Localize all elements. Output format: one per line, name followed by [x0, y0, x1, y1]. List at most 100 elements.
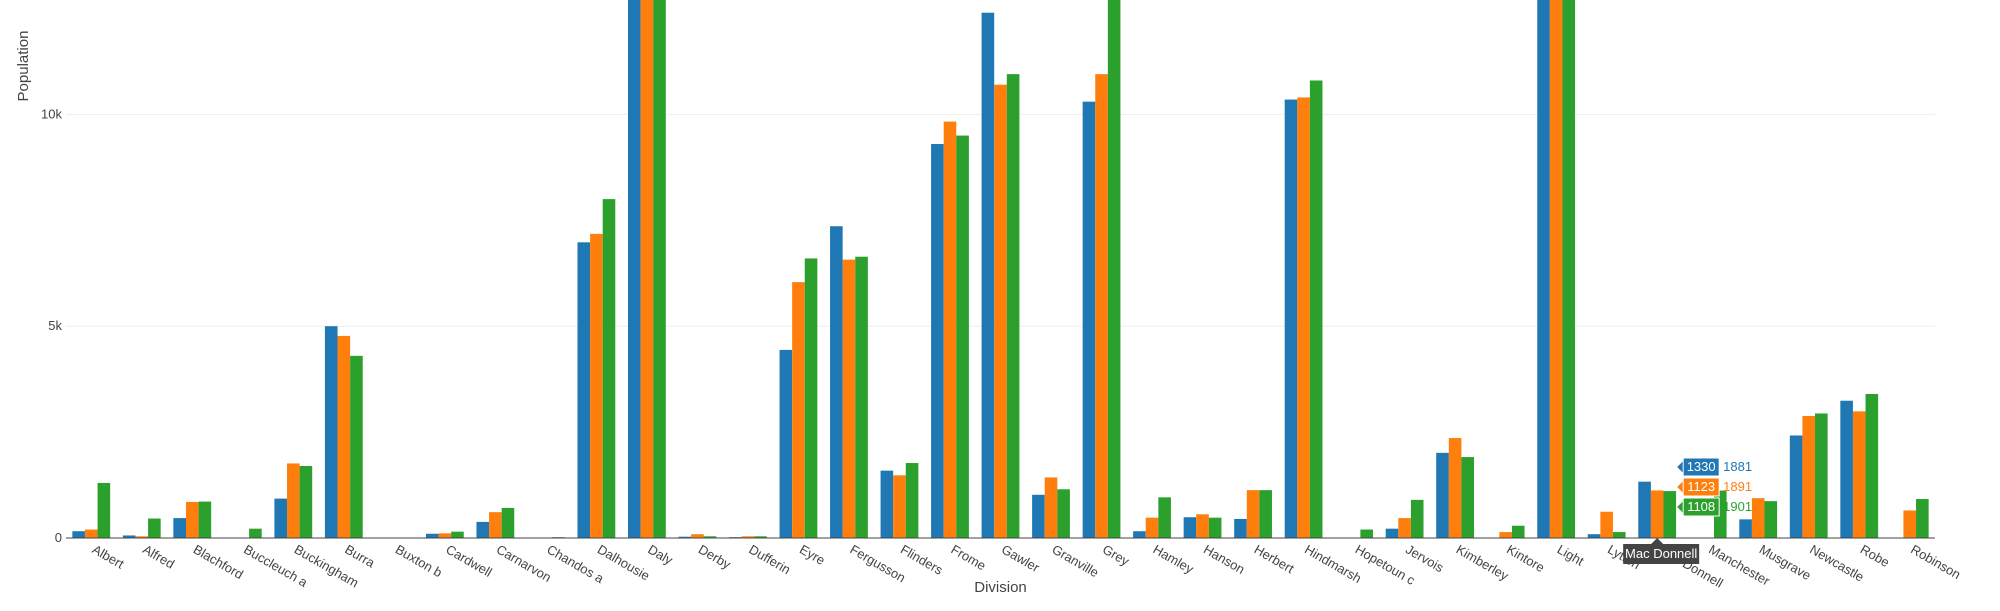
bar[interactable]	[185, 501, 199, 538]
bar[interactable]	[1158, 497, 1171, 538]
bar[interactable]	[350, 355, 363, 538]
bar[interactable]	[1246, 490, 1260, 538]
bar[interactable]	[1802, 416, 1816, 538]
bar[interactable]	[501, 507, 515, 538]
bar[interactable]	[741, 536, 755, 538]
bar[interactable]	[1360, 529, 1373, 538]
bar[interactable]	[931, 144, 944, 538]
bar[interactable]	[981, 12, 995, 538]
bar[interactable]	[905, 463, 919, 538]
bar[interactable]	[842, 259, 856, 538]
bar[interactable]	[880, 470, 894, 538]
bar[interactable]	[754, 536, 767, 538]
bar[interactable]	[1410, 499, 1424, 538]
bar[interactable]	[1663, 491, 1677, 538]
bar[interactable]	[72, 531, 85, 538]
bar[interactable]	[299, 465, 313, 538]
bar[interactable]	[640, 0, 654, 538]
bar[interactable]	[173, 518, 186, 538]
bar[interactable]	[1297, 97, 1310, 539]
bar[interactable]	[1840, 400, 1853, 538]
bar[interactable]	[274, 498, 288, 538]
bar[interactable]	[1650, 490, 1664, 538]
hover-series-name: 1881	[1723, 459, 1752, 474]
bar[interactable]	[1057, 489, 1070, 538]
bar[interactable]	[425, 533, 439, 538]
y-tick-label: 0	[55, 530, 62, 545]
bar[interactable]	[893, 475, 906, 538]
bar[interactable]	[1448, 438, 1462, 538]
bar[interactable]	[1916, 499, 1929, 538]
bar[interactable]	[1638, 481, 1651, 538]
bar[interactable]	[1852, 411, 1866, 538]
bar[interactable]	[337, 335, 351, 538]
bar[interactable]	[779, 349, 793, 538]
bar[interactable]	[1044, 477, 1058, 538]
bar[interactable]	[476, 521, 490, 538]
x-tick-label: Buxton b	[393, 542, 445, 581]
bar[interactable]	[678, 536, 692, 538]
bars[interactable]	[72, 0, 1929, 539]
bar[interactable]	[1511, 525, 1525, 538]
bar[interactable]	[1461, 457, 1475, 538]
bar[interactable]	[691, 534, 704, 538]
bar[interactable]	[602, 199, 616, 538]
bar[interactable]	[653, 0, 666, 538]
bar[interactable]	[1006, 74, 1020, 538]
bar[interactable]	[1385, 528, 1399, 538]
bar[interactable]	[324, 326, 338, 538]
bar[interactable]	[590, 233, 603, 538]
bar[interactable]	[489, 512, 502, 538]
bar[interactable]	[1234, 518, 1247, 538]
bar[interactable]	[1259, 490, 1272, 538]
bar[interactable]	[1903, 510, 1917, 538]
bar[interactable]	[628, 0, 641, 538]
bar[interactable]	[1537, 0, 1550, 538]
bar[interactable]	[792, 282, 805, 538]
bar[interactable]	[994, 84, 1007, 538]
bar[interactable]	[1549, 0, 1563, 538]
bar[interactable]	[855, 256, 868, 538]
bar[interactable]	[1082, 101, 1096, 539]
bar[interactable]	[1815, 413, 1828, 538]
bar[interactable]	[804, 258, 818, 538]
bar[interactable]	[97, 482, 111, 538]
bar[interactable]	[1587, 534, 1601, 538]
bar[interactable]	[1562, 0, 1576, 538]
bar[interactable]	[1309, 80, 1323, 539]
bar[interactable]	[830, 226, 843, 538]
bar[interactable]	[1032, 494, 1045, 538]
hover-category-pointer	[1651, 538, 1664, 544]
bar[interactable]	[1499, 532, 1512, 538]
bar[interactable]	[1612, 532, 1626, 538]
bar[interactable]	[438, 533, 452, 538]
bar[interactable]	[135, 536, 149, 538]
bar[interactable]	[1196, 514, 1209, 538]
bar[interactable]	[1739, 519, 1752, 538]
bar[interactable]	[1436, 452, 1449, 538]
bar[interactable]	[943, 121, 957, 538]
bar[interactable]	[122, 535, 136, 538]
bar[interactable]	[1183, 517, 1197, 538]
bar[interactable]	[1208, 517, 1222, 538]
bar[interactable]	[1107, 0, 1121, 538]
bar[interactable]	[249, 528, 262, 538]
bar[interactable]	[956, 135, 969, 538]
bar[interactable]	[1865, 393, 1879, 538]
bar[interactable]	[1095, 74, 1108, 538]
bar[interactable]	[1133, 531, 1146, 538]
bar[interactable]	[1145, 517, 1159, 538]
bar[interactable]	[1764, 501, 1778, 538]
bar[interactable]	[1751, 498, 1765, 538]
bar[interactable]	[84, 529, 98, 538]
bar[interactable]	[1284, 99, 1298, 539]
bar[interactable]	[1398, 518, 1411, 538]
bar[interactable]	[148, 518, 161, 538]
bar[interactable]	[287, 463, 300, 538]
bar[interactable]	[1600, 511, 1613, 538]
bar[interactable]	[1789, 435, 1803, 538]
bar[interactable]	[577, 242, 591, 538]
bar[interactable]	[451, 531, 464, 538]
bar[interactable]	[703, 536, 717, 538]
bar[interactable]	[198, 501, 212, 538]
